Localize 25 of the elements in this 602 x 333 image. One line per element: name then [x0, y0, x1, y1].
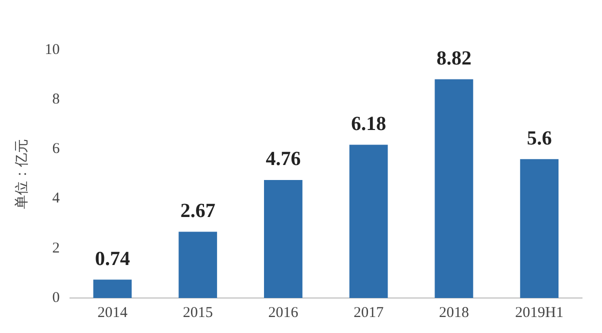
bar: [93, 280, 132, 298]
y-tick-label: 10: [44, 42, 60, 58]
bar: [520, 159, 559, 298]
y-tick-label: 0: [52, 290, 60, 306]
x-tick-label: 2015: [182, 304, 213, 321]
x-tick-label: 2019H1: [515, 304, 564, 321]
data-label: 6.18: [351, 112, 386, 135]
x-tick-label: 2017: [354, 304, 384, 321]
y-tick-label: 6: [52, 141, 60, 158]
bar: [178, 232, 218, 298]
y-tick-label: 4: [52, 190, 60, 207]
bar: [264, 180, 302, 298]
bar: [349, 144, 388, 298]
data-label: 5.6: [526, 127, 552, 150]
bar: [434, 79, 474, 298]
y-tick-label: 2: [52, 240, 60, 256]
x-tick-label: 2016: [268, 304, 299, 321]
data-label: 4.76: [266, 148, 301, 170]
data-label: 8.82: [436, 47, 472, 70]
y-tick-label: 8: [52, 92, 60, 108]
x-tick-label: 2014: [97, 304, 128, 321]
y-axis-title: 单位：亿元: [14, 139, 30, 209]
x-tick-label: 2018: [438, 304, 469, 321]
data-label: 2.67: [180, 200, 216, 222]
data-label: 0.74: [94, 248, 130, 270]
